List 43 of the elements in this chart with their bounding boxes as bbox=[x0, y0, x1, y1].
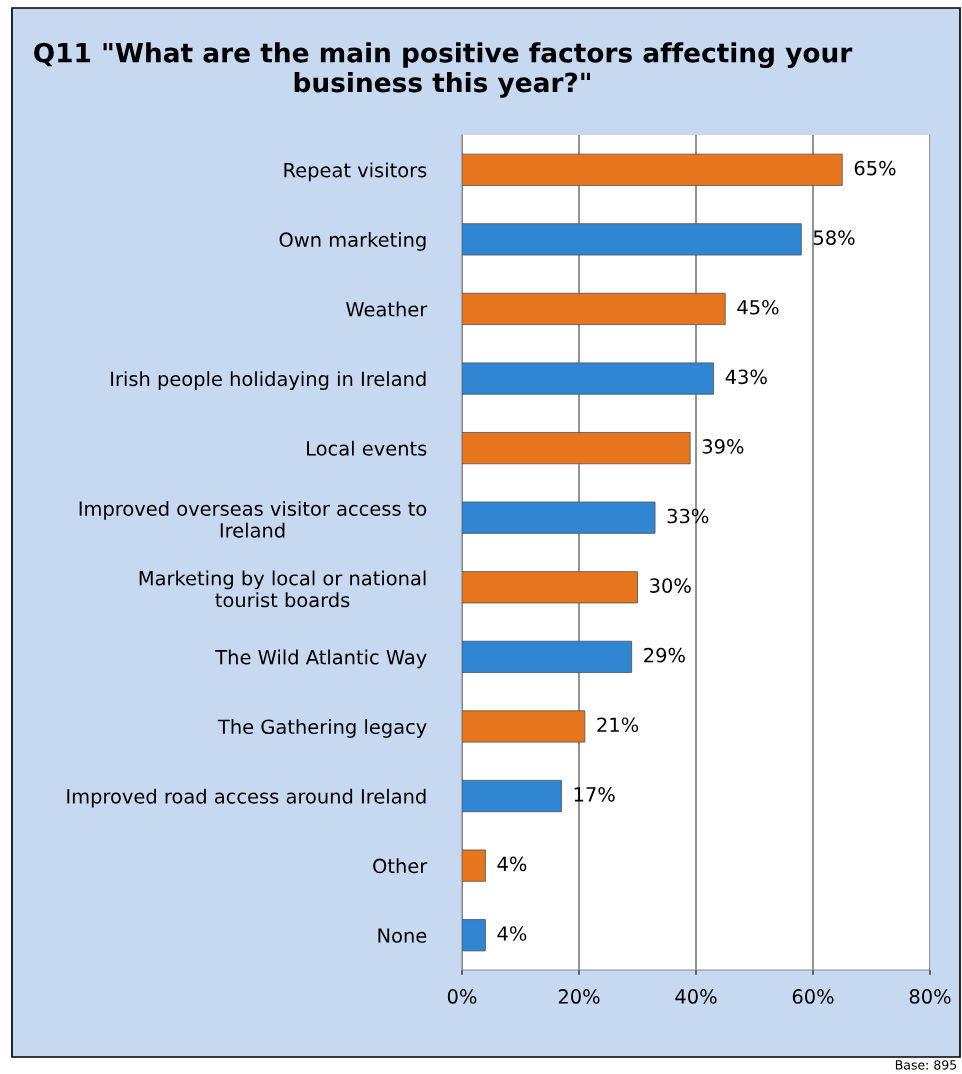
y-tick-label: Irish people holidaying in Ireland bbox=[111, 371, 426, 390]
y-tick-label: None bbox=[378, 928, 427, 943]
bar bbox=[462, 849, 486, 882]
y-tick-label: Weather bbox=[346, 301, 428, 317]
data-label: 4% bbox=[497, 926, 527, 941]
x-tick-label: 20% bbox=[558, 989, 600, 1004]
bar bbox=[462, 153, 843, 186]
bar bbox=[462, 362, 714, 395]
data-label: 4% bbox=[497, 856, 527, 872]
data-label: 58% bbox=[813, 230, 855, 246]
data-label: 21% bbox=[597, 717, 639, 733]
data-label: 17% bbox=[574, 786, 615, 802]
y-tick-label: The Gathering legacy bbox=[217, 719, 427, 738]
data-label: 65% bbox=[854, 160, 896, 176]
y-tick-label: Marketing by local or national tourist boards bbox=[139, 570, 426, 608]
data-label: 29% bbox=[644, 647, 685, 663]
bar bbox=[462, 779, 562, 813]
x-tick-label: 0% bbox=[447, 989, 477, 1004]
bar bbox=[462, 432, 691, 465]
data-label: 30% bbox=[650, 578, 691, 593]
x-tick-label: 80% bbox=[909, 989, 951, 1004]
y-tick-label: Repeat visitors bbox=[284, 162, 427, 182]
data-label: 43% bbox=[725, 369, 767, 385]
x-tick-label: 60% bbox=[792, 989, 834, 1004]
bar bbox=[462, 223, 802, 256]
bar bbox=[462, 571, 638, 604]
data-label: 33% bbox=[667, 508, 709, 524]
y-tick-label: Improved overseas visitor access to Ireland bbox=[79, 500, 427, 538]
y-tick-label: Other bbox=[373, 858, 428, 874]
y-tick-label: The Wild Atlantic Way bbox=[215, 649, 427, 669]
bar bbox=[462, 640, 633, 673]
bar bbox=[462, 501, 656, 534]
y-tick-label: Local events bbox=[307, 440, 427, 456]
data-label: 45% bbox=[737, 299, 779, 315]
text: Base: 895 bbox=[895, 1060, 957, 1070]
y-tick-label: Improved road access around Ireland bbox=[67, 788, 426, 808]
bar bbox=[462, 292, 726, 326]
y-tick-label: Own marketing bbox=[279, 231, 426, 251]
bar bbox=[462, 710, 586, 743]
chart-title: Q11 "What are the main positive factors affecting your business this year?" bbox=[34, 42, 853, 98]
bar bbox=[462, 919, 486, 952]
data-label: 39% bbox=[702, 439, 744, 454]
x-tick-label: 40% bbox=[675, 989, 717, 1004]
